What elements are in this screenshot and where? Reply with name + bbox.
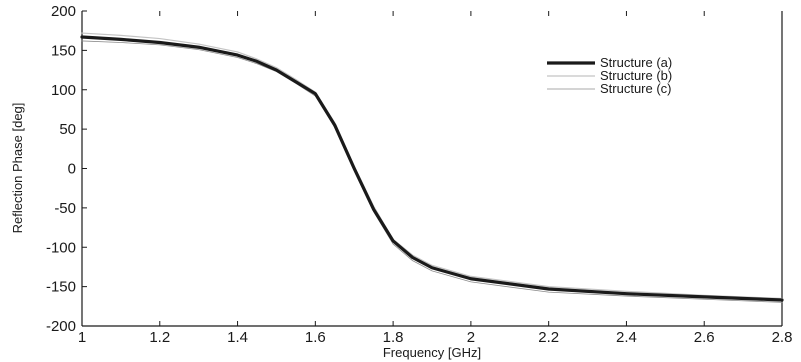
y-tick-label: -200 <box>46 318 76 335</box>
y-tick-label: 50 <box>59 121 76 138</box>
x-tick-label: 2.6 <box>694 329 715 346</box>
legend-label-structure-a: Structure (a) <box>600 55 672 70</box>
series-line-structure-a <box>80 35 784 302</box>
y-tick-label: 0 <box>68 161 76 178</box>
data-series <box>80 32 784 303</box>
x-tick-label: 1 <box>78 329 86 346</box>
x-tick-label: 1.2 <box>149 329 170 346</box>
y-tick-label: -100 <box>46 239 76 256</box>
legend: Structure (a) Structure (b) Structure (c… <box>547 55 672 96</box>
legend-label-structure-c: Structure (c) <box>600 81 672 96</box>
y-tick-label: 150 <box>51 42 76 59</box>
x-axis-label: Frequency [GHz] <box>383 345 481 360</box>
x-tick-label: 1.8 <box>383 329 404 346</box>
legend-label-structure-b: Structure (b) <box>600 68 672 83</box>
x-tick-label: 1.4 <box>227 329 248 346</box>
x-tick-label: 2.8 <box>772 329 793 346</box>
y-tick-label: 200 <box>51 3 76 20</box>
axis-ticks: 1 1.2 1.4 1.6 1.8 2 2.2 2.4 2.6 2.8 200 150 100 50 0 -5… <box>46 3 792 346</box>
y-tick-label: 100 <box>51 82 76 99</box>
x-tick-label: 2.2 <box>538 329 559 346</box>
y-axis-label: Reflection Phase [deg] <box>10 103 25 234</box>
y-tick-label: -150 <box>46 279 76 296</box>
y-tick-label: -50 <box>54 200 76 217</box>
x-tick-label: 2 <box>467 329 475 346</box>
x-tick-label: 1.6 <box>305 329 326 346</box>
x-tick-label: 2.4 <box>616 329 637 346</box>
